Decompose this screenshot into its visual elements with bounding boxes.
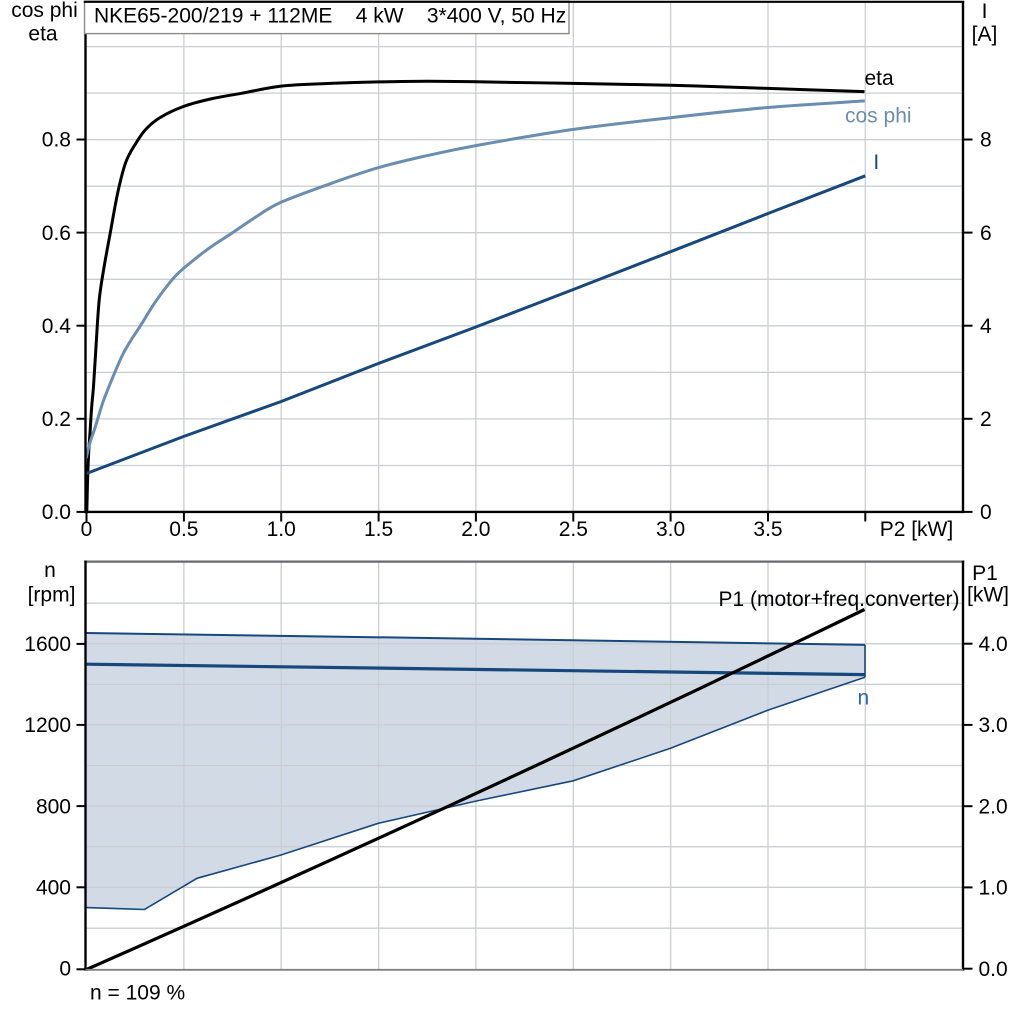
svg-text:0.4: 0.4 xyxy=(42,315,72,338)
svg-text:eta: eta xyxy=(28,23,58,46)
svg-text:6: 6 xyxy=(980,222,992,245)
svg-text:I: I xyxy=(873,151,879,174)
svg-text:[A]: [A] xyxy=(972,23,998,46)
svg-text:0: 0 xyxy=(81,518,93,541)
svg-text:1.5: 1.5 xyxy=(364,518,393,541)
svg-text:P1: P1 xyxy=(972,562,998,585)
svg-text:n: n xyxy=(44,559,56,582)
svg-text:4: 4 xyxy=(980,315,992,338)
svg-text:[rpm]: [rpm] xyxy=(28,584,76,607)
svg-text:1.0: 1.0 xyxy=(979,877,1008,900)
svg-text:2.0: 2.0 xyxy=(461,518,490,541)
svg-text:2.0: 2.0 xyxy=(979,795,1008,818)
svg-text:0.8: 0.8 xyxy=(42,129,71,152)
svg-text:cos phi: cos phi xyxy=(11,0,78,22)
svg-text:3.0: 3.0 xyxy=(656,518,685,541)
svg-text:0.6: 0.6 xyxy=(42,222,71,245)
svg-text:3.0: 3.0 xyxy=(979,714,1008,737)
svg-text:n: n xyxy=(858,686,870,709)
svg-text:0.0: 0.0 xyxy=(979,958,1008,981)
svg-text:800: 800 xyxy=(36,795,71,818)
svg-text:1600: 1600 xyxy=(24,633,71,656)
svg-text:1200: 1200 xyxy=(24,714,71,737)
svg-text:0.5: 0.5 xyxy=(169,518,198,541)
svg-text:I: I xyxy=(982,0,988,23)
svg-text:1.0: 1.0 xyxy=(267,518,296,541)
svg-text:P1 (motor+freq.converter): P1 (motor+freq.converter) xyxy=(718,588,959,611)
svg-text:cos phi: cos phi xyxy=(845,105,912,128)
svg-text:n = 109 %: n = 109 % xyxy=(90,982,185,1005)
svg-text:4.0: 4.0 xyxy=(979,633,1008,656)
svg-text:eta: eta xyxy=(865,67,895,90)
svg-text:0: 0 xyxy=(59,958,71,981)
svg-text:400: 400 xyxy=(36,877,71,900)
svg-text:2: 2 xyxy=(980,408,992,431)
svg-text:8: 8 xyxy=(980,129,992,152)
svg-text:3.5: 3.5 xyxy=(753,518,782,541)
svg-text:NKE65-200/219 + 112ME 4 kW: NKE65-200/219 + 112ME 4 kW 3*400 V, 50 H… xyxy=(94,4,566,27)
svg-text:0.2: 0.2 xyxy=(42,408,71,431)
svg-text:P2 [kW]: P2 [kW] xyxy=(880,518,954,541)
svg-text:0: 0 xyxy=(980,501,992,524)
svg-text:0.0: 0.0 xyxy=(42,501,71,524)
svg-text:[kW]: [kW] xyxy=(967,584,1009,607)
svg-text:2.5: 2.5 xyxy=(559,518,588,541)
